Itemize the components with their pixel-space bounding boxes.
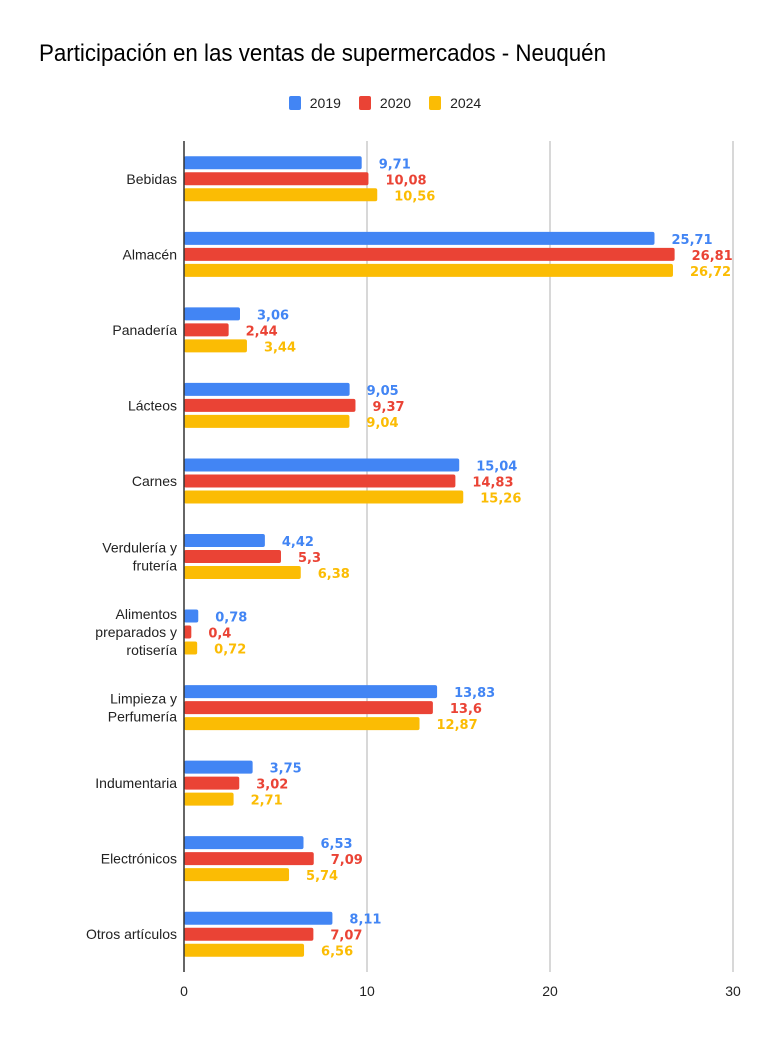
bar-2019-9[interactable] (184, 836, 304, 850)
bar-2020-9[interactable] (184, 852, 314, 866)
bar-2020-5[interactable] (184, 550, 281, 563)
bar-2020-0[interactable] (184, 172, 369, 186)
bar-2019-7[interactable] (184, 685, 438, 699)
category-label-6-line-2: rotisería (126, 642, 177, 658)
bar-2020-4[interactable] (184, 474, 456, 488)
data-label-2020-10: 7,07 (330, 929, 362, 944)
data-label-2020-0: 10,08 (385, 173, 426, 188)
data-label-2024-7: 12,87 (437, 718, 478, 733)
category-label-5-line-0: Verdulería y (102, 540, 177, 556)
category-label-3: Lácteos (128, 397, 177, 413)
data-label-2020-3: 9,37 (372, 400, 404, 415)
bar-2019-0[interactable] (184, 156, 362, 170)
category-label-0: Bebidas (126, 171, 177, 187)
category-label-4: Carnes (132, 473, 177, 489)
legend-swatch-2020 (358, 96, 371, 110)
x-tick-label-10: 10 (359, 983, 375, 999)
legend-item-2024[interactable]: 2024 (429, 95, 481, 111)
bar-2019-3[interactable] (184, 382, 350, 396)
data-label-2024-10: 6,56 (321, 945, 353, 960)
data-label-2024-0: 10,56 (394, 189, 435, 204)
x-tick-label-0: 0 (180, 983, 188, 999)
bar-2020-8[interactable] (184, 776, 240, 790)
category-label-9: Electrónicos (101, 851, 177, 867)
bar-2019-4[interactable] (184, 458, 460, 472)
legend-item-2019[interactable]: 2019 (288, 95, 341, 111)
chart-title: Participación en las ventas de supermerc… (39, 40, 607, 67)
bar-2024-0[interactable] (184, 188, 378, 202)
data-label-2019-6: 0,78 (215, 611, 247, 626)
bar-2020-10[interactable] (184, 927, 314, 941)
category-label-6-line-0: Alimentos (116, 606, 177, 622)
data-label-2019-4: 15,04 (476, 459, 517, 474)
legend-label-2024: 2024 (450, 95, 482, 111)
data-label-2020-9: 7,09 (331, 853, 363, 868)
category-label-2: Panadería (112, 322, 177, 338)
data-label-2019-1: 25,71 (671, 233, 712, 248)
x-tick-label-30: 30 (725, 983, 741, 999)
data-label-2024-6: 0,72 (214, 643, 246, 658)
data-label-2019-2: 3,06 (257, 308, 289, 323)
bar-2024-8[interactable] (184, 792, 234, 806)
bar-2019-10[interactable] (184, 911, 333, 925)
bar-2024-6[interactable] (184, 641, 198, 655)
x-tick-label-20: 20 (542, 983, 558, 999)
data-label-2019-3: 9,05 (367, 384, 399, 399)
data-label-2024-2: 3,44 (264, 340, 296, 355)
bar-2024-3[interactable] (184, 414, 350, 428)
data-label-2024-4: 15,26 (480, 491, 521, 506)
data-label-2024-3: 9,04 (366, 416, 398, 431)
data-label-2020-1: 26,81 (692, 249, 733, 264)
data-label-2019-9: 6,53 (320, 837, 352, 852)
bar-2020-1[interactable] (184, 247, 675, 261)
category-label-7-line-1: Perfumería (108, 709, 177, 725)
bar-2019-6[interactable] (184, 609, 199, 623)
bar-2019-5[interactable] (184, 534, 265, 547)
bar-2024-7[interactable] (184, 717, 420, 731)
data-label-2019-8: 3,75 (270, 762, 302, 777)
data-label-2019-10: 8,11 (349, 913, 381, 928)
data-label-2020-6: 0,4 (208, 627, 231, 642)
category-label-8: Indumentaria (95, 775, 177, 791)
data-label-2020-2: 2,44 (246, 324, 278, 339)
category-label-5-line-1: frutería (133, 558, 178, 574)
data-label-2019-0: 9,71 (379, 157, 411, 172)
bar-2024-2[interactable] (184, 339, 247, 353)
bar-2020-2[interactable] (184, 323, 229, 337)
bar-2020-7[interactable] (184, 701, 433, 715)
category-label-6-line-1: preparados y (95, 624, 177, 640)
data-label-2019-5: 4,42 (282, 535, 314, 550)
legend-swatch-2024 (429, 96, 442, 110)
data-label-2024-5: 6,38 (318, 567, 350, 582)
legend: 2019 2020 2024 (0, 95, 770, 111)
legend-label-2019: 2019 (309, 95, 341, 111)
legend-swatch-2019 (288, 96, 301, 110)
category-label-7-line-0: Limpieza y (110, 691, 177, 707)
bar-2024-9[interactable] (184, 868, 290, 882)
data-label-2019-7: 13,83 (454, 686, 495, 701)
legend-item-2020[interactable]: 2020 (358, 95, 412, 111)
bar-2019-2[interactable] (184, 307, 240, 321)
data-label-2024-9: 5,74 (306, 869, 338, 884)
bar-2020-3[interactable] (184, 398, 356, 412)
bar-2024-10[interactable] (184, 943, 305, 957)
data-label-2020-8: 3,02 (256, 778, 288, 793)
data-label-2020-5: 5,3 (298, 551, 321, 566)
bar-2019-1[interactable] (184, 231, 655, 245)
bar-2024-4[interactable] (184, 490, 464, 504)
data-label-2024-1: 26,72 (690, 265, 731, 280)
data-label-2020-7: 13,6 (450, 702, 482, 717)
bar-2024-5[interactable] (184, 566, 301, 579)
bar-2019-8[interactable] (184, 760, 253, 774)
bar-2020-6[interactable] (184, 625, 192, 639)
category-label-10: Otros artículos (86, 926, 177, 942)
bar-2024-1[interactable] (184, 263, 673, 277)
data-label-2024-8: 2,71 (251, 794, 283, 809)
category-label-1: Almacén (123, 246, 177, 262)
data-label-2020-4: 14,83 (472, 475, 513, 490)
legend-label-2020: 2020 (379, 95, 412, 111)
